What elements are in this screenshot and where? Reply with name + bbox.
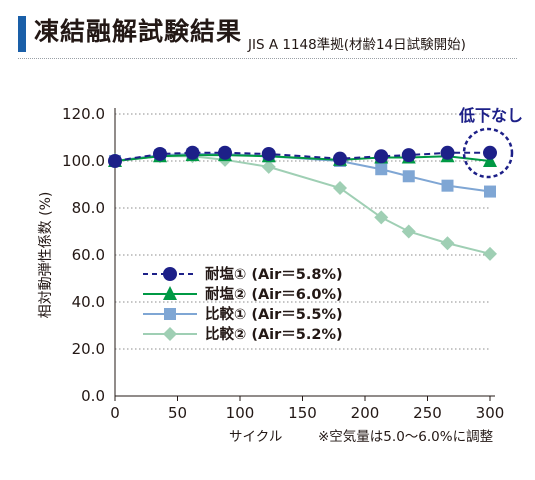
data-point-circle	[483, 145, 497, 160]
data-point-square	[375, 163, 388, 176]
legend-label: 耐塩① (Air＝5.8%)	[205, 265, 343, 283]
legend-item-2: 耐塩② (Air＝6.0%)	[143, 285, 343, 303]
series-line	[114, 151, 490, 162]
callout-text: 低下なし	[458, 106, 523, 125]
callout-circle	[462, 127, 514, 179]
data-point-circle	[218, 145, 232, 160]
y-tick-label: 60.0	[72, 246, 105, 264]
data-point-diamond	[374, 210, 389, 225]
title-divider	[18, 58, 517, 59]
x-tick-label: 200	[351, 404, 380, 422]
legend-item-1: 耐塩① (Air＝5.8%)	[143, 265, 343, 283]
y-tick-label: 80.0	[72, 199, 105, 217]
data-point-triangle	[163, 286, 177, 300]
series-layer	[108, 145, 497, 261]
no-decrease-callout: 低下なし	[458, 106, 523, 179]
y-tick-label: 40.0	[72, 293, 105, 311]
data-point-circle	[185, 145, 200, 160]
data-point-square	[441, 179, 454, 192]
data-point-circle	[401, 148, 416, 163]
x-tick-label: 150	[288, 404, 317, 422]
legend-item-3: 比較① (Air＝5.5%)	[143, 305, 343, 323]
page-title: 凍結融解試験結果	[34, 17, 243, 46]
series-2	[108, 147, 497, 167]
axes	[114, 108, 495, 401]
data-point-triangle	[483, 153, 497, 167]
legend-label: 比較② (Air＝5.2%)	[205, 325, 343, 343]
data-point-diamond	[483, 246, 497, 261]
data-point-circle	[153, 146, 167, 161]
data-point-diamond	[261, 159, 276, 174]
y-tick-label: 0.0	[81, 387, 105, 405]
y-tick-label: 20.0	[72, 340, 105, 358]
air-content-note: ※空気量は5.0〜6.0%に調整	[318, 429, 493, 445]
x-tick-label: 100	[226, 404, 255, 422]
y-axis-label: 相対動弾性係数 (%)	[38, 192, 54, 319]
y-tick-label: 120.0	[62, 105, 105, 123]
x-tick-label: 0	[110, 404, 120, 422]
x-tick-label: 50	[168, 404, 187, 422]
legend-label: 耐塩② (Air＝6.0%)	[205, 285, 343, 303]
series-line	[114, 155, 491, 255]
legend: 耐塩① (Air＝5.8%) 耐塩② (Air＝6.0%) 比較① (Air＝5.5…	[143, 265, 343, 343]
y-tick-label: 100.0	[62, 152, 105, 170]
data-point-circle	[163, 267, 177, 281]
data-point-circle	[333, 151, 347, 166]
series-line	[114, 154, 491, 162]
x-tick-label: 250	[413, 404, 442, 422]
page-subtitle: JIS A 1148準拠(材齢14日試験開始)	[248, 37, 466, 53]
x-axis-label: サイクル	[229, 429, 282, 445]
x-tick-label: 300	[476, 404, 505, 422]
legend-label: 比較① (Air＝5.5%)	[205, 305, 343, 323]
legend-item-4: 比較② (Air＝5.2%)	[143, 325, 343, 343]
series-1	[108, 145, 497, 168]
title-accent-bar	[18, 16, 26, 52]
data-point-circle	[374, 149, 389, 164]
y-tick-labels: 0.0 20.0 40.0 60.0 80.0 100.0 120.0	[62, 105, 105, 405]
data-point-circle	[261, 146, 276, 161]
data-point-circle	[108, 154, 122, 168]
data-point-square	[402, 170, 415, 183]
data-point-circle	[440, 145, 455, 160]
data-point-diamond	[401, 224, 416, 239]
data-point-diamond	[440, 236, 455, 251]
data-point-diamond	[163, 327, 177, 341]
series-4	[108, 149, 497, 261]
data-point-square	[484, 185, 496, 198]
data-point-square	[164, 308, 176, 320]
data-point-diamond	[333, 181, 347, 196]
grid-lines	[115, 113, 490, 350]
x-tick-labels: 0 50 100 150 200 250 300	[110, 404, 504, 422]
series-line	[114, 152, 491, 193]
